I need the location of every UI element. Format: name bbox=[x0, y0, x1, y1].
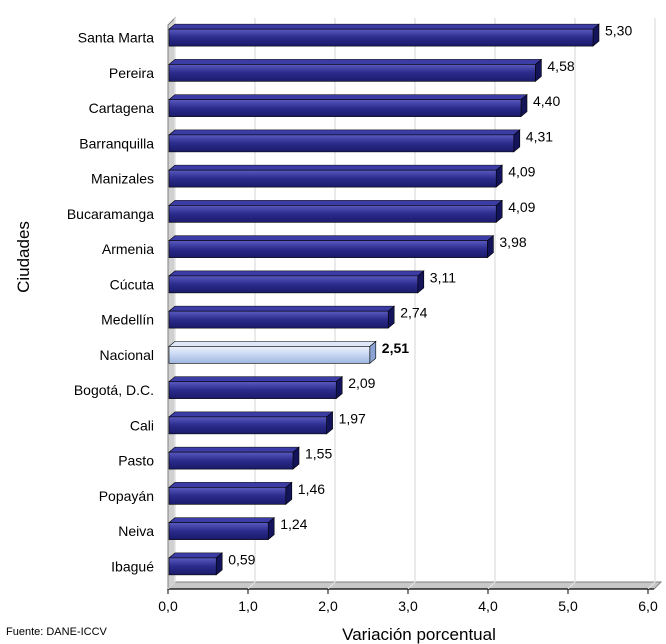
bar bbox=[168, 134, 515, 153]
bar-top bbox=[168, 552, 224, 559]
category-label: Cúcuta bbox=[110, 276, 155, 292]
x-tick-labels: 0,0 1,0 2,0 3,0 4,0 5,0 6,0 bbox=[158, 598, 658, 614]
value-label: 1,55 bbox=[305, 446, 332, 462]
category-label: Medellín bbox=[101, 312, 154, 328]
category-label: Cali bbox=[130, 417, 154, 433]
bar bbox=[168, 169, 497, 188]
x-tick-label: 2,0 bbox=[318, 598, 338, 614]
bar bbox=[168, 99, 522, 117]
bar bbox=[168, 522, 269, 540]
value-labels: 5,30 4,58 4,40 4,31 4,09 4,09 3,98 3,11 2,74 2,51… bbox=[228, 23, 632, 568]
bar-top bbox=[168, 129, 521, 136]
bar bbox=[168, 28, 594, 47]
bar bbox=[168, 205, 497, 223]
value-label: 4,40 bbox=[533, 93, 560, 109]
bar-top bbox=[168, 94, 528, 100]
bar bbox=[168, 381, 337, 399]
category-label: Pereira bbox=[109, 65, 154, 81]
value-label: 5,30 bbox=[605, 23, 632, 39]
bar bbox=[168, 416, 327, 435]
value-label: 2,09 bbox=[348, 375, 375, 391]
x-tick-label: 0,0 bbox=[158, 598, 178, 614]
gridline-floor bbox=[487, 581, 496, 590]
bar-top bbox=[168, 200, 504, 206]
category-label: Ibagué bbox=[111, 558, 154, 574]
category-label: Barranquilla bbox=[79, 135, 154, 151]
bar-top bbox=[168, 235, 495, 241]
value-label: 2,51 bbox=[382, 340, 409, 356]
gridline-floor bbox=[567, 581, 576, 590]
value-label: 4,09 bbox=[508, 199, 535, 215]
source-note: Fuente: DANE-ICCV bbox=[6, 626, 107, 638]
y-axis-title: Ciudades bbox=[14, 221, 33, 293]
x-tick-label: 4,0 bbox=[478, 598, 498, 614]
category-label: Neiva bbox=[118, 523, 154, 539]
gridline-floor bbox=[247, 581, 256, 590]
gridline-floor bbox=[167, 581, 176, 590]
category-label: Santa Marta bbox=[78, 30, 154, 46]
value-label: 1,97 bbox=[339, 410, 366, 426]
value-label: 1,46 bbox=[298, 481, 325, 497]
category-label: Cartagena bbox=[89, 100, 155, 116]
value-label: 4,09 bbox=[508, 164, 535, 180]
value-label: 0,59 bbox=[228, 551, 255, 567]
x-tick-label: 1,0 bbox=[238, 598, 258, 614]
gridline-floor bbox=[647, 581, 656, 590]
category-label: Armenia bbox=[102, 241, 154, 257]
bar bbox=[168, 451, 294, 470]
bar bbox=[168, 275, 419, 294]
bar bbox=[168, 310, 389, 329]
category-label: Bogotá, D.C. bbox=[74, 382, 154, 398]
value-label: 3,11 bbox=[430, 269, 456, 285]
category-label: Pasto bbox=[118, 453, 154, 469]
bar bbox=[168, 240, 488, 258]
bar-top bbox=[168, 23, 600, 30]
category-label: Nacional bbox=[100, 347, 154, 363]
value-label: 2,74 bbox=[400, 305, 427, 321]
x-tick-label: 6,0 bbox=[638, 598, 658, 614]
bar-top bbox=[168, 446, 300, 453]
category-labels: Santa Marta Pereira Cartagena Barranquilla M… bbox=[67, 30, 154, 575]
x-tick-label: 3,0 bbox=[398, 598, 418, 614]
x-axis-title: Variación porcentual bbox=[342, 625, 496, 644]
bar-top bbox=[168, 270, 425, 277]
value-label: 1,24 bbox=[280, 516, 307, 532]
value-label: 4,58 bbox=[547, 58, 574, 74]
bar-top bbox=[168, 59, 543, 65]
bar-top bbox=[168, 376, 344, 382]
bar-top bbox=[168, 482, 293, 488]
category-label: Popayán bbox=[99, 488, 154, 504]
bar-top bbox=[168, 517, 276, 523]
bar bbox=[168, 346, 371, 364]
bars bbox=[168, 23, 600, 576]
bar-top bbox=[168, 341, 377, 347]
bar-top bbox=[168, 305, 396, 312]
category-label: Manizales bbox=[91, 171, 154, 187]
bar-top bbox=[168, 411, 334, 418]
x-tick-label: 5,0 bbox=[558, 598, 578, 614]
gridline-floor bbox=[407, 581, 416, 590]
bar bbox=[168, 557, 217, 576]
bar bbox=[168, 487, 287, 505]
category-label: Bucaramanga bbox=[67, 206, 154, 222]
gridline-floor bbox=[327, 581, 336, 590]
bar bbox=[168, 64, 536, 82]
bar-top bbox=[168, 164, 504, 171]
value-label: 3,98 bbox=[499, 234, 526, 250]
value-label: 4,31 bbox=[526, 128, 553, 144]
